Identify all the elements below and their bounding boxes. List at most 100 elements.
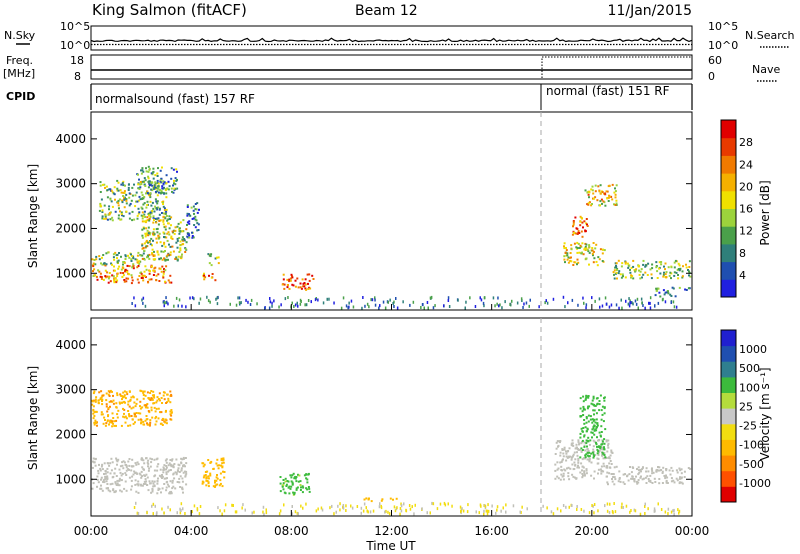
velocity-cell-near-range bbox=[366, 509, 368, 513]
power-cell-8 bbox=[297, 286, 300, 289]
velocity-cell-1 bbox=[105, 422, 108, 425]
velocity-cell-5 bbox=[599, 468, 602, 471]
velocity-cell-1 bbox=[150, 406, 153, 409]
power-cell-11 bbox=[606, 197, 609, 200]
power-cell-3 bbox=[151, 244, 153, 247]
power-cell-near-range bbox=[654, 304, 656, 308]
velocity-cell-5 bbox=[576, 451, 578, 454]
velocity-cell-near-range bbox=[399, 507, 402, 510]
power-cell-4 bbox=[152, 187, 155, 190]
velocity-cell-near-range bbox=[278, 512, 281, 516]
power-cell-2 bbox=[108, 205, 111, 208]
colorbar-swatch bbox=[721, 243, 736, 263]
power-cell-9 bbox=[596, 264, 599, 267]
power-cell-0 bbox=[121, 276, 124, 278]
power-cell-4 bbox=[145, 167, 147, 170]
velocity-cell-7 bbox=[612, 473, 615, 476]
velocity-cell-2 bbox=[220, 459, 223, 462]
noise-right-top-tick: 10^5 bbox=[708, 20, 738, 33]
power-cell-10 bbox=[574, 232, 577, 235]
power-cell-13 bbox=[655, 287, 658, 290]
velocity-cell-3 bbox=[287, 486, 290, 489]
velocity-cell-7 bbox=[657, 466, 659, 468]
velocity-cell-1 bbox=[130, 407, 133, 410]
velocity-cell-0 bbox=[153, 484, 156, 487]
power-cell-12 bbox=[624, 261, 627, 264]
velocity-cell-near-range bbox=[621, 502, 623, 506]
power-cell-8 bbox=[303, 282, 306, 284]
power-cell-4 bbox=[148, 168, 151, 171]
power-cell-near-range bbox=[629, 301, 631, 305]
velocity-cell-5 bbox=[608, 462, 611, 465]
velocity-cell-5 bbox=[577, 464, 579, 467]
power-cell-10 bbox=[571, 233, 574, 236]
velocity-cell-7 bbox=[680, 472, 683, 475]
power-cell-3 bbox=[166, 254, 169, 257]
power-cell-2 bbox=[128, 217, 131, 220]
velocity-cell-0 bbox=[125, 466, 128, 469]
velocity-cell-6 bbox=[585, 453, 588, 456]
velocity-cell-7 bbox=[661, 482, 664, 484]
power-cell-0 bbox=[161, 265, 164, 268]
power-cell-near-range bbox=[296, 301, 298, 305]
power-cell-8 bbox=[291, 276, 294, 279]
power-cell-0 bbox=[106, 275, 109, 278]
power-cell-8 bbox=[301, 278, 304, 281]
velocity-cell-0 bbox=[125, 464, 128, 467]
velocity-cell-7 bbox=[606, 466, 609, 469]
power-cell-9 bbox=[578, 247, 581, 249]
power-cell-12 bbox=[655, 265, 658, 267]
power-cell-3 bbox=[164, 245, 167, 248]
power-cell-0 bbox=[109, 280, 112, 283]
power-cell-3 bbox=[167, 218, 170, 221]
power-cell-4 bbox=[154, 174, 157, 177]
velocity-cell-7 bbox=[608, 472, 611, 475]
velocity-cell-near-range bbox=[495, 511, 497, 515]
power-cell-0 bbox=[104, 275, 107, 278]
power-cell-4 bbox=[159, 179, 162, 182]
power-cell-4 bbox=[160, 177, 163, 180]
velocity-cell-0 bbox=[92, 457, 95, 460]
power-cell-3 bbox=[179, 247, 182, 250]
velocity-cell-1 bbox=[125, 417, 128, 420]
colorbar-tick-label: 16 bbox=[739, 203, 753, 216]
velocity-cell-1 bbox=[134, 405, 137, 408]
power-cell-4 bbox=[172, 191, 175, 194]
velocity-cell-1 bbox=[104, 419, 106, 421]
velocity-cell-near-range bbox=[221, 512, 223, 516]
velocity-cell-5 bbox=[593, 440, 596, 443]
velocity-cell-0 bbox=[114, 481, 117, 484]
power-cell-8 bbox=[302, 285, 305, 288]
power-cell-near-range bbox=[374, 296, 376, 300]
velocity-cell-1 bbox=[101, 394, 104, 397]
velocity-cell-7 bbox=[681, 482, 684, 485]
power-cell-near-range bbox=[366, 302, 369, 306]
power-cell-2 bbox=[158, 207, 161, 210]
power-cell-near-range bbox=[448, 305, 451, 308]
power-cell-3 bbox=[177, 222, 180, 225]
power-cell-2 bbox=[157, 217, 160, 220]
power-cell-3 bbox=[153, 219, 155, 221]
velocity-cell-near-range bbox=[520, 511, 522, 514]
power-cell-3 bbox=[163, 236, 165, 238]
power-cell-near-range bbox=[429, 296, 432, 300]
power-cell-near-range bbox=[498, 304, 500, 308]
velocity-cell-near-range bbox=[565, 505, 567, 509]
velocity-cell-2 bbox=[222, 470, 224, 473]
velocity-cell-1 bbox=[142, 390, 145, 393]
power-cell-near-range bbox=[340, 306, 343, 310]
power-cell-4 bbox=[170, 187, 173, 190]
power-cell-0 bbox=[111, 274, 114, 277]
velocity-cell-0 bbox=[149, 482, 152, 485]
velocity-cell-near-range bbox=[333, 512, 335, 516]
power-cell-3 bbox=[143, 227, 145, 230]
power-cell-3 bbox=[151, 248, 154, 251]
velocity-cell-6 bbox=[587, 455, 590, 458]
velocity-cell-1 bbox=[148, 411, 151, 414]
power-cell-9 bbox=[585, 243, 588, 246]
velocity-cell-5 bbox=[567, 455, 570, 458]
power-cell-12 bbox=[660, 261, 663, 263]
power-cell-0 bbox=[100, 276, 103, 279]
power-cell-near-range bbox=[480, 298, 483, 302]
power-cell-0 bbox=[106, 271, 109, 274]
